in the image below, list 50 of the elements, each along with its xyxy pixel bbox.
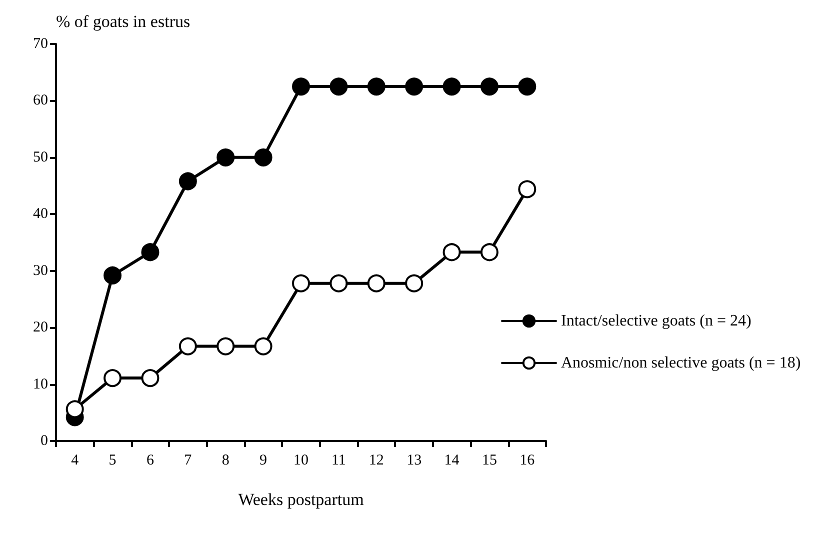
point: [66, 400, 84, 418]
y-tick-label: 60: [33, 92, 48, 109]
point: [405, 274, 424, 292]
point: [480, 78, 498, 96]
y-tick-label: 50: [33, 149, 48, 166]
point: [405, 78, 424, 96]
point: [518, 180, 536, 198]
point: [254, 148, 272, 166]
point: [480, 243, 498, 262]
x-tick-label: 6: [146, 452, 154, 468]
point: [178, 172, 197, 190]
x-tick-label: 8: [222, 452, 230, 468]
y-tick-label: 70: [33, 36, 48, 52]
point: [292, 78, 310, 96]
point: [104, 266, 122, 284]
point: [141, 369, 160, 388]
y-tick-label: 30: [33, 262, 48, 279]
point: [292, 274, 310, 292]
point: [367, 274, 386, 292]
point: [104, 369, 122, 388]
point: [518, 78, 536, 96]
y-axis-title: % of goats in estrus: [56, 12, 190, 31]
legend-label: Anosmic/non selective goats (n = 18): [561, 354, 801, 372]
point: [216, 337, 235, 356]
x-tick-label: 15: [482, 452, 497, 468]
y-tick-label: 40: [33, 206, 48, 222]
y-tick-label: 20: [33, 320, 48, 336]
x-tick-label: 10: [294, 452, 308, 468]
point: [442, 243, 461, 262]
point: [330, 78, 348, 96]
y-tick-label: 0: [40, 433, 48, 449]
point: [254, 337, 272, 356]
x-tick-label: 13: [406, 452, 422, 468]
point: [442, 78, 461, 96]
x-axis-title: Weeks postpartum: [238, 490, 364, 509]
point: [178, 337, 197, 356]
point: [141, 243, 160, 262]
x-tick-label: 4: [71, 452, 80, 468]
point: [367, 78, 386, 96]
x-tick-label: 16: [520, 452, 536, 468]
x-tick-label: 5: [108, 452, 116, 468]
x-tick-label: 9: [260, 452, 268, 468]
x-tick-label: 11: [331, 452, 346, 468]
x-tick-label: 12: [368, 452, 384, 468]
point: [330, 274, 348, 292]
x-tick-label: 7: [184, 452, 192, 468]
legend-label: Intact/selective goats (n = 24): [561, 312, 752, 330]
point: [216, 148, 235, 166]
x-tick-label: 14: [444, 452, 460, 468]
y-tick-label: 10: [33, 376, 48, 392]
